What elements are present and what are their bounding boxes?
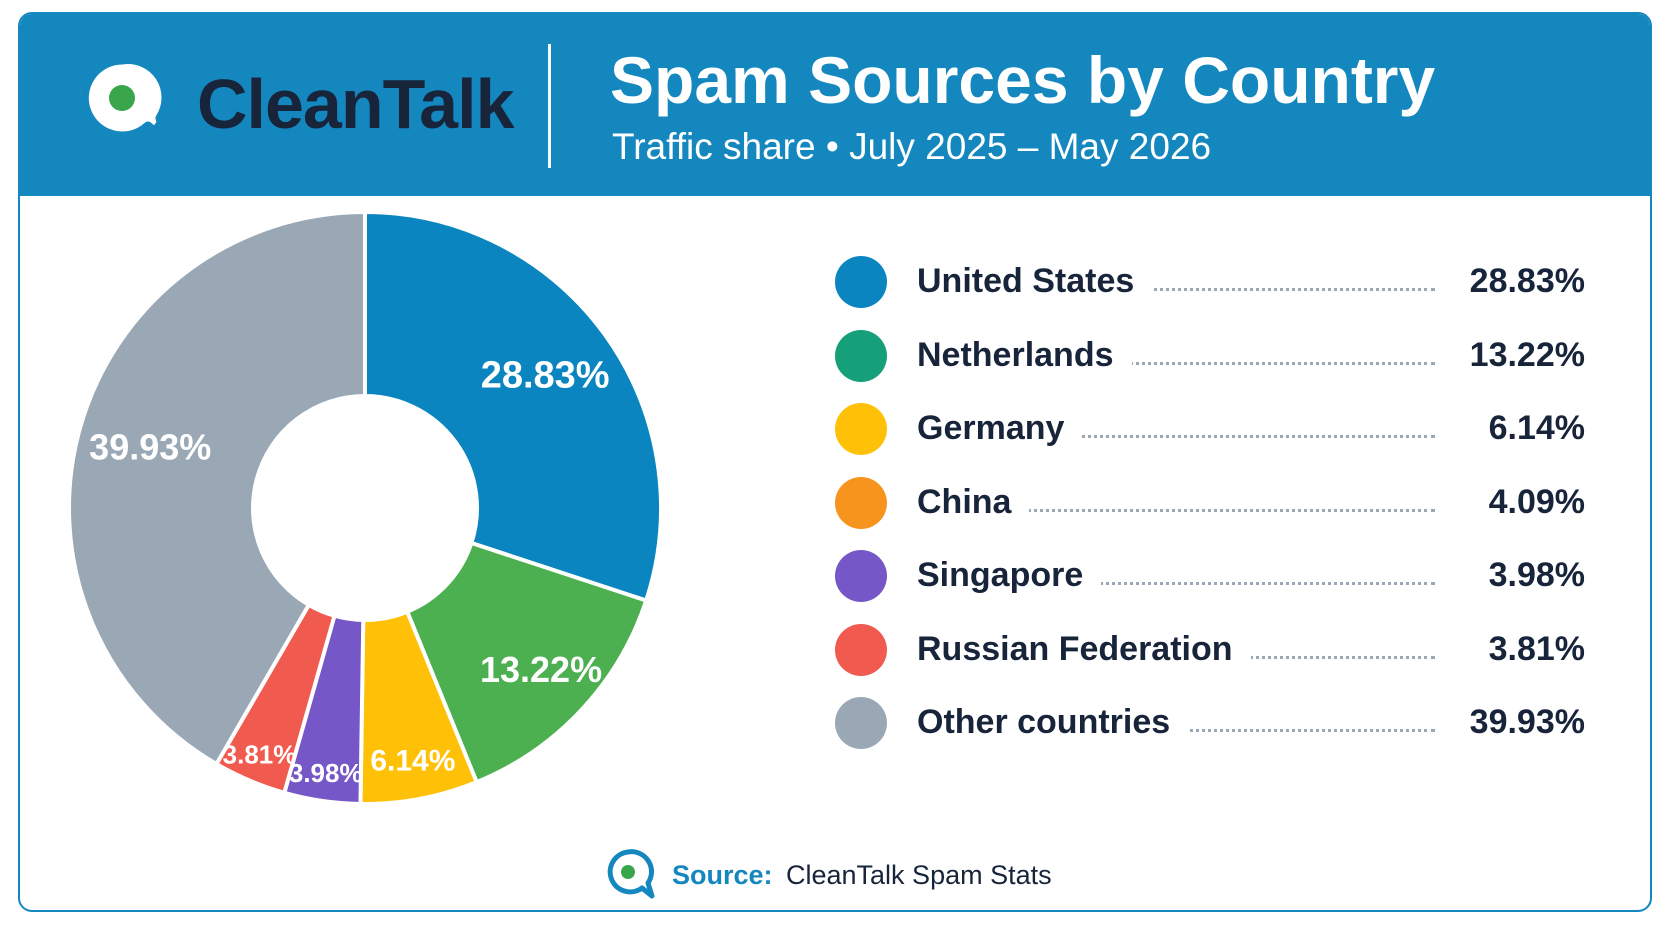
slice-label: 3.98%: [289, 758, 363, 788]
source-text: CleanTalk Spam Stats: [786, 860, 1052, 890]
legend-value: 13.22%: [1451, 335, 1585, 375]
legend-item: Other countries 39.93%: [835, 695, 1585, 751]
header-divider: [548, 44, 551, 168]
legend-value: 39.93%: [1451, 703, 1585, 742]
legend-name: Other countries: [917, 703, 1189, 742]
legend-leader-dots: [955, 582, 1435, 585]
legend-leader-dots: [955, 435, 1435, 438]
brand-name: CleanTalk: [197, 65, 514, 143]
legend-value: 3.98%: [1470, 556, 1585, 595]
donut-slice: [405, 541, 649, 785]
slice-label: 3.81%: [223, 740, 297, 770]
legend-swatch: [835, 403, 887, 455]
legend-name: Germany: [917, 409, 1083, 448]
legend-item: Netherlands 13.22%: [835, 328, 1585, 384]
legend-swatch: [835, 550, 887, 602]
legend-item: United States 28.83%: [835, 254, 1585, 310]
legend-item: China 4.09%: [835, 475, 1585, 531]
legend-value: 28.83%: [1451, 262, 1585, 301]
legend-swatch: [835, 476, 887, 529]
legend-name: United States: [917, 262, 1153, 301]
legend-leader-dots: [955, 361, 1435, 365]
legend-value: 6.14%: [1470, 409, 1585, 448]
donut-slice: [67, 210, 367, 767]
donut-chart: 28.83% 13.22% 6.14%3.98%3.81% 39.93%: [67, 210, 663, 806]
legend-value: 4.09%: [1470, 482, 1585, 522]
legend-leader-dots: [955, 288, 1435, 291]
legend-leader-dots: [955, 729, 1435, 732]
source-label: Source:: [672, 860, 773, 890]
legend-leader-dots: [955, 508, 1435, 512]
slice-label: 39.93%: [89, 427, 211, 468]
cleantalk-small-logo-icon: [607, 849, 655, 899]
slice-label: 28.83%: [481, 355, 610, 397]
infographic-card: CleanTalk Spam Sources by Country Traffi…: [18, 12, 1652, 912]
legend-item: Germany 6.14%: [835, 401, 1585, 457]
slice-label: 6.14%: [370, 745, 455, 778]
legend-swatch: [835, 697, 887, 749]
legend-item: Singapore 3.98%: [835, 548, 1585, 604]
legend-swatch: [835, 256, 887, 308]
legend-name: Russian Federation: [917, 629, 1251, 669]
cleantalk-logo-icon: [79, 55, 171, 147]
header-bar: CleanTalk Spam Sources by Country Traffi…: [20, 14, 1650, 196]
legend-value: 3.81%: [1470, 629, 1585, 669]
legend-swatch: [835, 623, 887, 676]
legend-swatch: [835, 329, 887, 382]
slice-label: 13.22%: [480, 649, 602, 690]
legend-name: Singapore: [917, 556, 1102, 595]
page-subtitle: Traffic share • July 2025 – May 2026: [612, 126, 1212, 167]
page-title: Spam Sources by Country: [610, 43, 1436, 117]
donut-slice: [363, 210, 663, 603]
legend-name: China: [917, 482, 1030, 522]
legend-item: Russian Federation 3.81%: [835, 622, 1585, 678]
legend-name: Netherlands: [917, 335, 1132, 375]
